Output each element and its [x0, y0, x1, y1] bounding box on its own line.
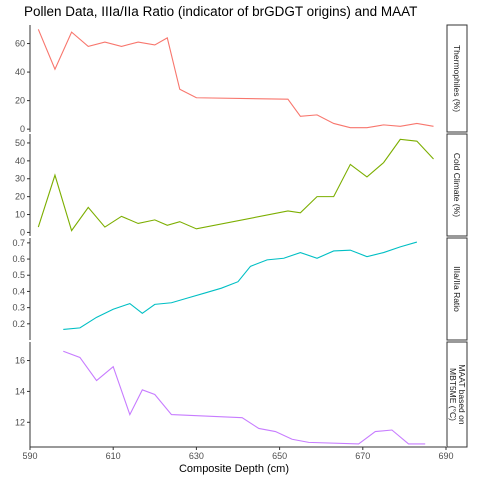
y-tick-label: 0.4 [12, 286, 25, 296]
panel-2: 0 10 20 30 40 50 Cold Climate (%) [15, 133, 468, 237]
y-tick-label: 20 [15, 192, 25, 202]
y-tick-label: 12 [15, 417, 25, 427]
facet-label: MAAT based onMBT5ME (°C) [448, 364, 467, 424]
y-tick-label: 40 [15, 67, 25, 77]
y-tick-label: 16 [15, 356, 25, 366]
x-tick-label: 670 [355, 451, 370, 461]
facet-label-line: MAAT based on [457, 364, 467, 424]
facet-label: Cold Climate (%) [452, 153, 462, 217]
series-line [63, 350, 426, 445]
y-tick-label: 50 [15, 138, 25, 148]
series-line [63, 241, 418, 331]
y-tick-label: 0.6 [12, 254, 25, 264]
y-tick-label: 0.7 [12, 238, 25, 248]
x-axis: 590 610 630 650 670 690 [22, 446, 454, 461]
facet-label: Thermophiles (%) [452, 45, 462, 112]
facet-strip [446, 133, 468, 237]
chart-panels: 0 20 40 60 Thermophiles (%) 0 10 20 30 40 50 Cold C… [12, 24, 468, 448]
x-tick-label: 610 [106, 451, 121, 461]
panel-4: 12 14 16 MAAT based onMBT5ME (°C) [15, 341, 468, 448]
y-tick-label: 40 [15, 156, 25, 166]
panel-3: 0.2 0.3 0.4 0.5 0.6 0.7 IIIa/IIa Ratio [12, 237, 468, 341]
y-tick-label: 60 [15, 39, 25, 49]
facet-strip [446, 24, 468, 133]
x-tick-label: 690 [438, 451, 453, 461]
y-tick-label: 14 [15, 386, 25, 396]
facet-strip [446, 237, 468, 341]
y-tick-label: 0 [20, 124, 25, 134]
y-tick-label: 20 [15, 96, 25, 106]
facet-label-line: MBT5ME (°C) [448, 368, 458, 421]
x-axis-label: Composite Depth (cm) [179, 463, 289, 475]
facet-label: IIIa/IIa Ratio [452, 266, 462, 312]
y-tick-label: 0.5 [12, 270, 25, 280]
y-tick-label: 0 [20, 227, 25, 237]
x-tick-label: 650 [272, 451, 287, 461]
facet-strip [446, 341, 468, 448]
panel-1: 0 20 40 60 Thermophiles (%) [15, 24, 468, 134]
y-tick-label: 30 [15, 174, 25, 184]
series-line [37, 29, 434, 129]
x-tick-label: 630 [189, 451, 204, 461]
chart-title: Pollen Data, IIIa/IIa Ratio (indicator o… [24, 4, 417, 19]
series-line [37, 138, 434, 232]
x-tick-label: 590 [22, 451, 37, 461]
y-tick-label: 0.2 [12, 319, 25, 329]
y-tick-label: 10 [15, 210, 25, 220]
y-tick-label: 0.3 [12, 303, 25, 313]
